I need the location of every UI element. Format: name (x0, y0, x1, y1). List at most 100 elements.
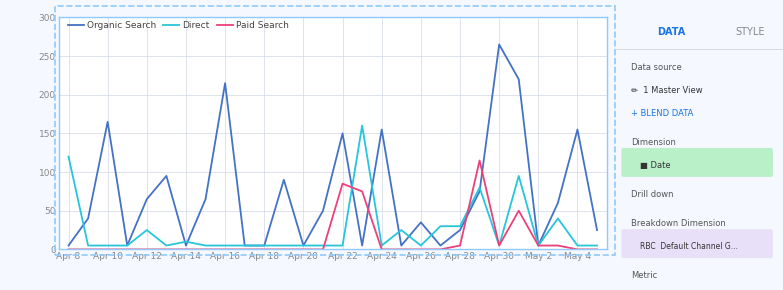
Organic Search (554, 201, 563, 205)
Line: Organic Search: Organic Search (69, 44, 597, 246)
Direct (592, 244, 601, 247)
Direct (495, 244, 504, 247)
Paid Search (318, 248, 327, 251)
Text: Drill down: Drill down (632, 190, 674, 199)
Line: Paid Search: Paid Search (69, 160, 597, 249)
Paid Search (298, 248, 308, 251)
Organic Search (122, 244, 132, 247)
Direct (435, 224, 445, 228)
Direct (514, 174, 523, 178)
Text: Metric: Metric (632, 271, 658, 280)
Organic Search (495, 43, 504, 46)
Paid Search (143, 248, 152, 251)
Direct (357, 124, 366, 127)
Paid Search (514, 209, 523, 213)
Organic Search (279, 178, 288, 182)
Paid Search (396, 248, 406, 251)
Organic Search (260, 244, 269, 247)
Direct (396, 228, 406, 232)
Organic Search (435, 244, 445, 247)
Organic Search (338, 132, 348, 135)
Direct (181, 240, 191, 243)
Direct (298, 244, 308, 247)
Paid Search (63, 248, 74, 251)
Organic Search (221, 81, 230, 85)
Direct (63, 155, 74, 158)
Organic Search (63, 244, 74, 247)
Paid Search (338, 182, 348, 185)
Direct (161, 244, 171, 247)
Direct (554, 217, 563, 220)
Direct (534, 244, 543, 247)
Direct (573, 244, 583, 247)
Organic Search (161, 174, 171, 178)
Text: ■ Date: ■ Date (640, 161, 670, 170)
Paid Search (200, 248, 210, 251)
Organic Search (103, 120, 113, 124)
Paid Search (456, 244, 465, 247)
Paid Search (83, 248, 93, 251)
Direct (221, 244, 230, 247)
Direct (456, 224, 465, 228)
Organic Search (200, 197, 210, 201)
Organic Search (318, 209, 327, 213)
Direct (103, 244, 113, 247)
Paid Search (161, 248, 171, 251)
Organic Search (456, 228, 465, 232)
Direct (377, 244, 387, 247)
Paid Search (435, 248, 445, 251)
Organic Search (377, 128, 387, 131)
Text: STYLE: STYLE (736, 27, 765, 37)
Direct (240, 244, 249, 247)
Text: Breakdown Dimension: Breakdown Dimension (632, 219, 727, 228)
Organic Search (474, 190, 484, 193)
Direct (474, 186, 484, 189)
Direct (260, 244, 269, 247)
Organic Search (514, 77, 523, 81)
Paid Search (221, 248, 230, 251)
Direct (122, 244, 132, 247)
Text: + BLEND DATA: + BLEND DATA (632, 109, 694, 118)
Organic Search (240, 244, 249, 247)
Direct (200, 244, 210, 247)
Text: DATA: DATA (657, 27, 685, 37)
Organic Search (298, 244, 308, 247)
Organic Search (357, 244, 366, 247)
Paid Search (417, 248, 426, 251)
Organic Search (396, 244, 406, 247)
Paid Search (592, 248, 601, 251)
Direct (338, 244, 348, 247)
Direct (417, 244, 426, 247)
Paid Search (357, 190, 366, 193)
Direct (83, 244, 93, 247)
Paid Search (534, 244, 543, 247)
Organic Search (534, 244, 543, 247)
Text: RBC  Default Channel G...: RBC Default Channel G... (640, 242, 738, 251)
Text: Dimension: Dimension (632, 138, 677, 147)
Direct (279, 244, 288, 247)
Organic Search (573, 128, 583, 131)
FancyBboxPatch shape (622, 229, 773, 258)
Text: ✏  1 Master View: ✏ 1 Master View (632, 86, 703, 95)
Organic Search (181, 244, 191, 247)
Direct (318, 244, 327, 247)
Legend: Organic Search, Direct, Paid Search: Organic Search, Direct, Paid Search (64, 17, 292, 34)
Paid Search (260, 248, 269, 251)
Paid Search (554, 244, 563, 247)
Paid Search (181, 248, 191, 251)
Paid Search (573, 248, 583, 251)
Paid Search (122, 248, 132, 251)
FancyBboxPatch shape (622, 148, 773, 177)
Paid Search (279, 248, 288, 251)
Paid Search (377, 248, 387, 251)
Organic Search (592, 228, 601, 232)
Paid Search (103, 248, 113, 251)
Organic Search (83, 217, 93, 220)
Line: Direct: Direct (69, 126, 597, 246)
Text: Data source: Data source (632, 63, 682, 72)
Paid Search (495, 244, 504, 247)
Direct (143, 228, 152, 232)
Paid Search (240, 248, 249, 251)
Organic Search (143, 197, 152, 201)
Organic Search (417, 221, 426, 224)
